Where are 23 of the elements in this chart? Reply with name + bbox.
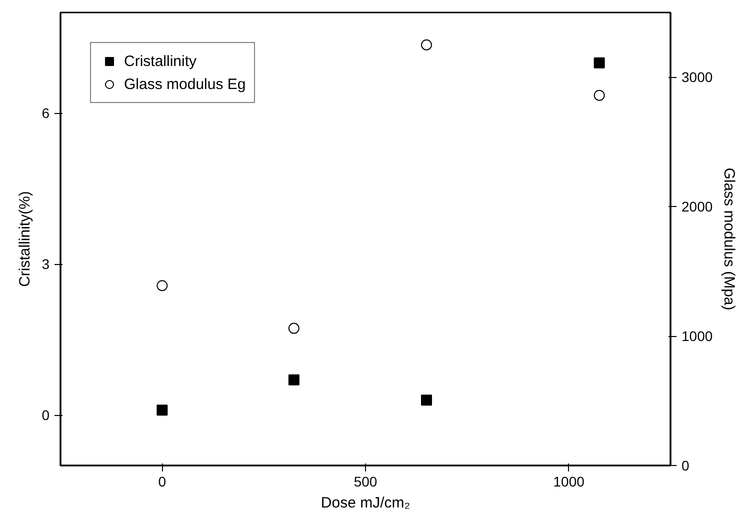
x-tick-label: 1000 [553,474,585,490]
point [594,90,605,101]
point [156,404,168,416]
point [421,394,432,406]
y2-tick-label: 1000 [682,328,713,344]
y2-tick-label: 0 [682,458,690,474]
point [156,280,168,292]
point [288,374,300,386]
x-tick-label: 500 [354,474,378,490]
point [421,39,432,50]
y2-axis-title: Glass modulus (Mpa) [720,168,738,310]
y-axis-title: Cristallinity(%) [16,191,34,287]
point [594,57,605,68]
y-tick-label: 3 [42,256,50,272]
x-axis-title: Dose mJ/cm₂ [320,494,410,512]
y-tick-label: 6 [42,105,50,122]
point [288,322,300,334]
y2-tick-label: 3000 [682,69,713,86]
legend-label: Cristallinity [124,52,197,70]
x-tick-label: 0 [158,474,166,490]
legend-label: Glass modulus Eg [124,76,246,92]
y-tick-label: 0 [42,407,50,424]
y2-tick-label: 2000 [682,198,713,215]
